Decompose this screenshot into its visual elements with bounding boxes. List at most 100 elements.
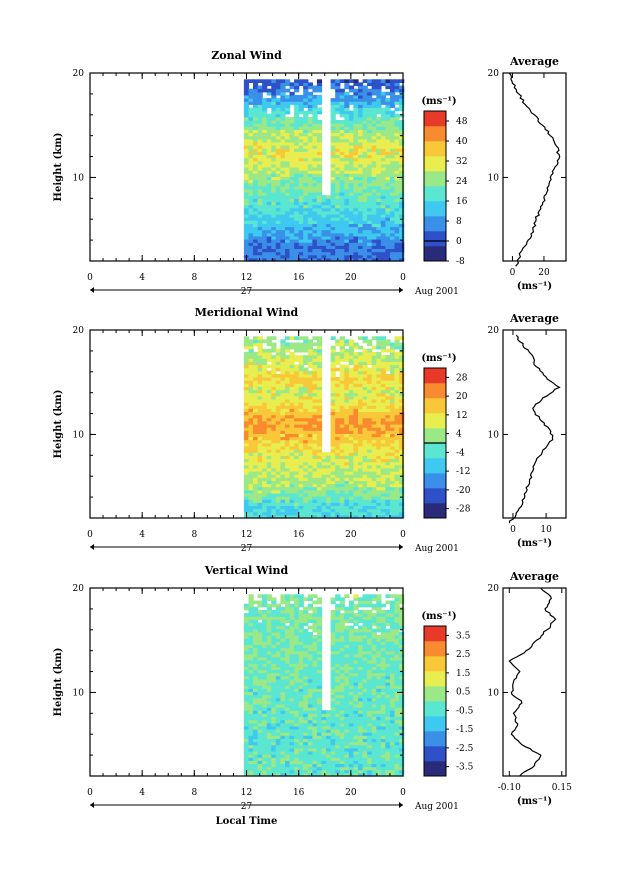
heatmap-cell — [294, 163, 300, 168]
heatmap-cell — [353, 417, 359, 422]
heatmap-cell — [294, 750, 300, 755]
heatmap-cell — [262, 198, 268, 202]
heatmap-cell — [289, 226, 295, 231]
heatmap-cell — [243, 226, 250, 231]
heatmap-cell — [307, 157, 313, 162]
heatmap-cell — [316, 445, 323, 450]
heatmap-cell — [399, 514, 405, 519]
heatmap-cell — [262, 367, 268, 372]
heatmap-cell — [294, 486, 300, 491]
heatmap-cell — [289, 170, 295, 174]
heatmap-cell — [275, 148, 281, 152]
heatmap-cell — [262, 613, 268, 617]
heatmap-cell — [285, 656, 291, 661]
heatmap-cell — [344, 373, 350, 378]
heatmap-cell — [321, 471, 327, 475]
heatmap-cell — [298, 710, 304, 714]
heatmap-cell — [344, 489, 350, 494]
heatmap-cell — [312, 424, 318, 428]
heatmap-cell — [330, 373, 336, 378]
heatmap-cell — [262, 663, 268, 667]
heatmap-cell — [243, 660, 250, 664]
heatmap-cell — [353, 467, 359, 472]
heatmap-cell — [289, 91, 295, 96]
heatmap-cell — [266, 492, 272, 497]
heatmap-cell — [307, 408, 313, 412]
heatmap-cell — [298, 358, 304, 362]
heatmap-cell — [243, 669, 250, 674]
heatmap-cell — [316, 471, 323, 475]
heatmap-cell — [335, 157, 341, 162]
heatmap-cell — [385, 254, 391, 259]
heatmap-cell — [280, 358, 286, 362]
heatmap-cell — [280, 107, 286, 112]
heatmap-cell — [307, 477, 313, 481]
heatmap-cell — [344, 427, 350, 431]
heatmap-cell — [326, 242, 332, 246]
heatmap-cell — [390, 377, 396, 381]
heatmap-cell — [394, 179, 400, 184]
heatmap-cell — [339, 251, 345, 256]
heatmap-cell — [257, 91, 263, 96]
heatmap-cell — [294, 650, 300, 655]
heatmap-cell — [289, 414, 295, 419]
heatmap-cell — [243, 138, 250, 143]
heatmap-cell — [312, 650, 318, 655]
heatmap-cell — [243, 458, 250, 463]
heatmap-cell — [243, 735, 250, 739]
heatmap-cell — [394, 182, 400, 187]
heatmap-cell — [339, 257, 345, 262]
heatmap-cell — [266, 251, 272, 256]
heatmap-cell — [275, 138, 281, 143]
heatmap-cell — [257, 116, 263, 121]
heatmap-cell — [353, 163, 359, 168]
heatmap-cell — [376, 508, 382, 513]
heatmap-cell — [376, 135, 382, 140]
heatmap-cell — [303, 386, 309, 391]
heatmap-cell — [285, 436, 291, 441]
heatmap-cell — [339, 110, 345, 115]
heatmap-cell — [316, 129, 323, 134]
heatmap-cell — [367, 442, 373, 447]
heatmap-cell — [257, 613, 263, 617]
heatmap-cell — [339, 380, 345, 384]
heatmap-cell — [353, 398, 359, 403]
heatmap-cell — [362, 339, 368, 344]
heatmap-cell — [303, 666, 309, 670]
heatmap-cell — [339, 242, 345, 246]
heatmap-cell — [330, 467, 336, 472]
heatmap-cell — [353, 355, 359, 359]
heatmap-cell — [253, 336, 259, 340]
heatmap-cell — [257, 188, 263, 193]
heatmap-cell — [298, 622, 304, 627]
heatmap-cell — [312, 452, 318, 456]
heatmap-cell — [380, 220, 386, 224]
heatmap-cell — [262, 380, 268, 384]
heatmap-cell — [312, 411, 318, 416]
colorbar-swatch — [424, 246, 446, 262]
heatmap-cell — [271, 163, 277, 168]
heatmap-cell — [289, 427, 295, 431]
heatmap-cell — [394, 389, 400, 394]
heatmap-cell — [248, 179, 254, 184]
heatmap-cell — [326, 455, 332, 459]
heatmap-cell — [266, 242, 272, 246]
average-y-tick-label: 20 — [488, 69, 500, 79]
heatmap-cell — [253, 622, 259, 627]
heatmap-cell — [275, 486, 281, 491]
heatmap-cell — [280, 445, 286, 450]
heatmap-cell — [358, 248, 364, 253]
heatmap-cell — [371, 449, 377, 453]
heatmap-cell — [257, 719, 263, 724]
heatmap-cell — [248, 644, 254, 649]
heatmap-cell — [312, 110, 318, 115]
heatmap-cell — [294, 635, 300, 639]
heatmap-cell — [353, 204, 359, 209]
heatmap-cell — [285, 505, 291, 510]
heatmap-cell — [271, 483, 277, 488]
heatmap-cell — [335, 339, 341, 344]
heatmap-cell — [358, 464, 364, 469]
heatmap-cell — [280, 248, 286, 253]
heatmap-cell — [298, 489, 304, 494]
heatmap-cell — [353, 207, 359, 212]
